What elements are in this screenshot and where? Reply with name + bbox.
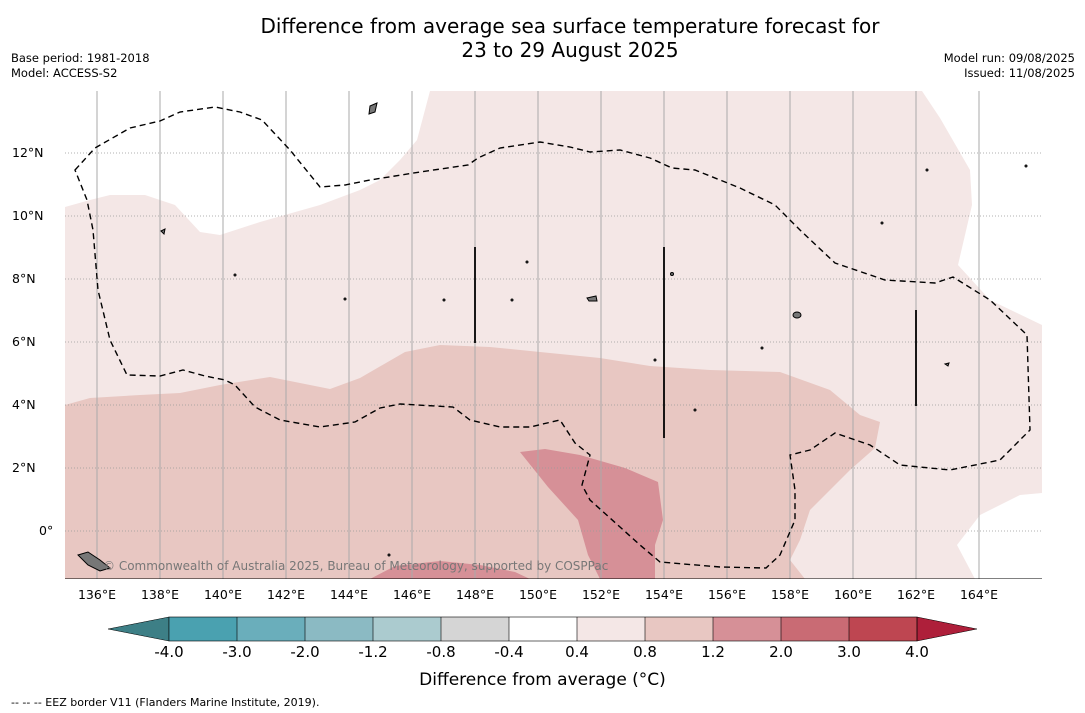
colorbar-tick-label: 3.0	[837, 643, 861, 661]
eez-borders	[74, 106, 1031, 569]
lat-label-4n: 4°N	[12, 397, 36, 412]
colorbar-tick-label: 0.8	[633, 643, 657, 661]
lon-label-152e: 152°E	[581, 587, 620, 602]
transect-lines	[474, 247, 917, 438]
lon-label-162e: 162°E	[896, 587, 935, 602]
issued-date: Issued: 11/08/2025	[964, 66, 1075, 80]
colorbar-segment-6	[509, 617, 577, 641]
colorbar-segment-7	[577, 617, 645, 641]
lat-label-2n: 2°N	[12, 460, 36, 475]
colorbar-segment-0	[107, 616, 170, 642]
lon-label-154e: 154°E	[644, 587, 683, 602]
lon-label-160e: 160°E	[833, 587, 872, 602]
colorbar-tick-label: 0.4	[565, 643, 589, 661]
base-period: Base period: 1981-2018	[11, 51, 150, 65]
colorbar-label: Difference from average (°C)	[419, 670, 666, 690]
colorbar-tick-label: 2.0	[769, 643, 793, 661]
model-name: Model: ACCESS-S2	[11, 66, 118, 80]
lat-label-0: 0°	[39, 523, 54, 538]
eez-footnote: -- -- -- EEZ border V11 (Flanders Marine…	[11, 696, 320, 709]
colorbar-tick-label: 1.2	[701, 643, 725, 661]
meta-right: Model run: 09/08/2025 Issued: 11/08/2025	[944, 51, 1075, 81]
colorbar-tick-label: 4.0	[905, 643, 929, 661]
lon-label-142e: 142°E	[266, 587, 305, 602]
lon-label-136e: 136°E	[77, 587, 116, 602]
colorbar-tick-label: -3.0	[222, 643, 252, 661]
anomaly-region-medium	[65, 345, 880, 579]
title-line-2: 23 to 29 August 2025	[461, 38, 679, 62]
lat-label-10n: 10°N	[12, 208, 44, 223]
lat-label-6n: 6°N	[12, 334, 36, 349]
anomaly-region-strong-south	[370, 561, 530, 579]
map-title: Difference from average sea surface temp…	[0, 14, 1085, 62]
colorbar-segment-8	[645, 617, 713, 641]
colorbar-segment-4	[373, 617, 441, 641]
lon-label-140e: 140°E	[203, 587, 242, 602]
colorbar	[107, 616, 978, 642]
colorbar-segment-11	[849, 617, 917, 641]
model-run: Model run: 09/08/2025	[943, 51, 1075, 65]
colorbar-tick-label: -1.2	[358, 643, 388, 661]
lon-label-146e: 146°E	[392, 587, 431, 602]
colorbar-segment-10	[781, 617, 849, 641]
lon-label-156e: 156°E	[707, 587, 746, 602]
lon-label-148e: 148°E	[455, 587, 494, 602]
colorbar-segment-12	[916, 616, 978, 642]
copyright-notice: © Commonwealth of Australia 2025, Bureau…	[103, 559, 609, 573]
lon-label-138e: 138°E	[140, 587, 179, 602]
lon-label-144e: 144°E	[329, 587, 368, 602]
anomaly-region-strong	[520, 449, 663, 579]
meta-left: Base period: 1981-2018 Model: ACCESS-S2	[11, 51, 150, 81]
colorbar-segment-9	[713, 617, 781, 641]
colorbar-segment-2	[237, 617, 305, 641]
colorbar-tick-label: -0.4	[494, 643, 524, 661]
parallel-lines	[65, 152, 1042, 532]
colorbar-tick-label: -2.0	[290, 643, 320, 661]
islands	[77, 102, 1028, 572]
lon-label-150e: 150°E	[518, 587, 557, 602]
colorbar-tick-label: -4.0	[154, 643, 184, 661]
colorbar-tick-label: -0.8	[426, 643, 456, 661]
colorbar-segment-3	[305, 617, 373, 641]
lon-label-164e: 164°E	[959, 587, 998, 602]
colorbar-segment-5	[441, 617, 509, 641]
map-area	[65, 91, 1042, 579]
colorbar-segment-1	[169, 617, 237, 641]
lat-label-8n: 8°N	[12, 271, 36, 286]
lat-label-12n: 12°N	[12, 145, 44, 160]
lon-label-158e: 158°E	[770, 587, 809, 602]
meridian-lines	[96, 91, 980, 579]
title-line-1: Difference from average sea surface temp…	[260, 14, 880, 38]
